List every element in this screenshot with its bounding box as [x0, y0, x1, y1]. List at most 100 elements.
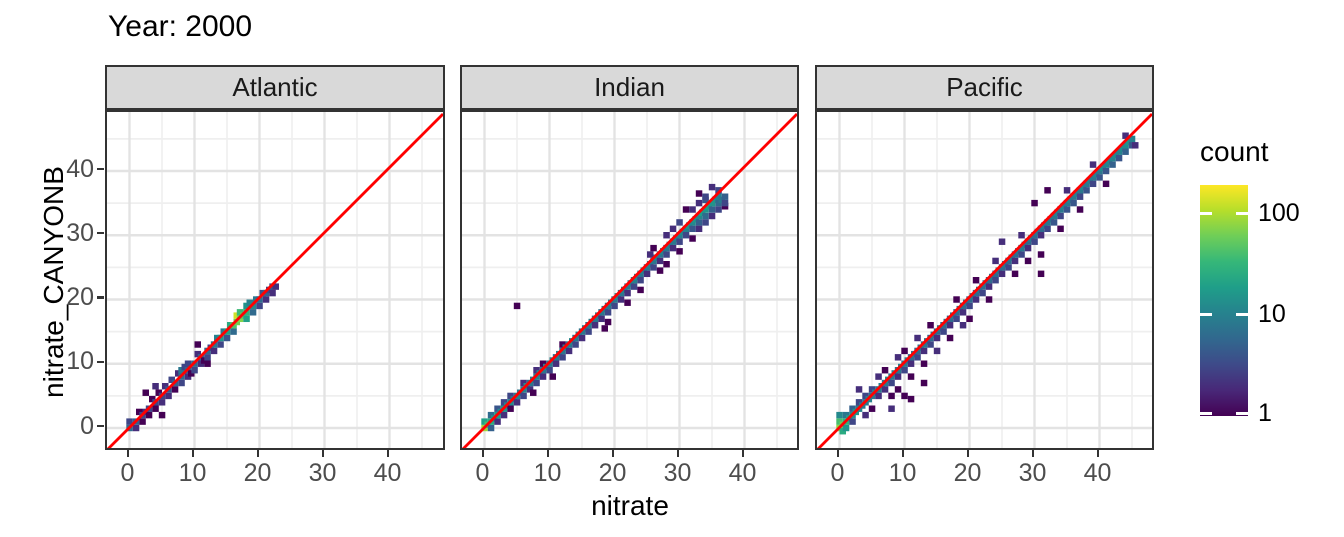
count-bin	[585, 328, 592, 335]
count-bin	[637, 277, 644, 284]
count-bin	[940, 328, 947, 335]
x-tick-mark	[546, 450, 549, 457]
count-bin	[520, 392, 527, 400]
count-bin	[963, 299, 970, 306]
count-bin	[1132, 142, 1139, 149]
count-bin	[246, 299, 253, 306]
x-tick-mark	[481, 450, 484, 457]
legend-tick-mark	[1236, 313, 1248, 317]
facet-strip-label: Indian	[594, 72, 665, 102]
count-bin	[604, 318, 612, 326]
facet-strip-indian: Indian	[460, 65, 799, 110]
count-bin	[914, 334, 921, 342]
count-bin	[588, 318, 595, 326]
count-bin	[972, 296, 980, 303]
count-bin	[888, 392, 895, 400]
count-bin	[689, 235, 696, 242]
count-bin	[663, 261, 670, 268]
count-bin	[1070, 199, 1077, 207]
count-bin	[695, 219, 703, 226]
count-bin	[494, 418, 501, 425]
panel-svg-indian	[462, 112, 797, 448]
count-bin	[643, 270, 651, 278]
count-bin	[611, 302, 618, 310]
y-tick-mark	[97, 360, 104, 363]
count-bin	[617, 296, 625, 303]
count-bin	[136, 408, 143, 416]
count-bin	[1021, 241, 1028, 249]
count-bin	[223, 334, 231, 342]
count-bin	[875, 373, 882, 380]
count-bin	[901, 347, 908, 355]
count-bin	[881, 367, 889, 374]
facet-strip-atlantic: Atlantic	[105, 65, 445, 110]
count-bin	[256, 302, 263, 310]
count-bin	[152, 405, 159, 412]
count-bin	[721, 199, 729, 207]
y-tick-mark	[97, 296, 104, 299]
count-bin	[868, 405, 876, 412]
count-bin	[1073, 190, 1080, 197]
count-bin	[204, 360, 211, 367]
x-tick-mark	[836, 450, 839, 457]
count-bin	[985, 296, 993, 303]
count-bin	[627, 280, 634, 287]
count-bin	[692, 216, 699, 223]
count-bin	[194, 341, 201, 348]
x-tick-mark	[741, 450, 744, 457]
count-bin	[1008, 254, 1015, 261]
count-bin	[679, 228, 686, 236]
count-bin	[621, 286, 628, 294]
count-bin	[849, 418, 856, 425]
count-bin	[943, 318, 950, 326]
count-bin	[1109, 161, 1116, 168]
count-bin	[676, 219, 683, 226]
count-bin	[979, 289, 986, 297]
count-bin	[158, 399, 166, 406]
count-bin	[992, 257, 999, 265]
count-bin	[530, 389, 537, 396]
x-tick-mark	[386, 450, 389, 457]
count-bin	[1050, 219, 1058, 226]
count-bin	[966, 315, 973, 323]
count-bin	[992, 277, 999, 284]
count-bin	[972, 277, 980, 284]
count-bin	[907, 360, 915, 367]
count-bin	[950, 312, 957, 319]
count-bin	[598, 315, 605, 323]
x-tick-mark	[256, 450, 259, 457]
count-bin	[862, 411, 869, 419]
count-bin	[1057, 212, 1064, 220]
count-bin	[233, 312, 240, 319]
count-bin	[718, 196, 725, 204]
count-bin	[578, 334, 586, 342]
count-bin	[656, 257, 664, 265]
count-bin	[855, 386, 863, 393]
count-bin	[1011, 270, 1019, 278]
x-tick-mark	[191, 450, 194, 457]
count-bin	[1122, 148, 1129, 155]
legend-tick-label: 10	[1258, 300, 1286, 329]
count-bin	[985, 283, 993, 290]
count-bin	[705, 203, 712, 210]
count-bin	[1028, 235, 1035, 242]
legend-title: count	[1200, 136, 1269, 167]
count-bin	[907, 373, 915, 380]
panel-svg-atlantic	[107, 112, 443, 448]
count-bin	[142, 389, 149, 396]
panel-svg-pacific	[817, 112, 1152, 448]
x-tick-label: 30	[663, 459, 692, 487]
count-bin	[894, 354, 902, 361]
count-bin	[1024, 244, 1032, 252]
count-bin	[171, 386, 179, 393]
count-bin	[201, 357, 208, 364]
count-bin	[152, 383, 159, 390]
count-bin	[715, 187, 722, 194]
count-bin	[194, 350, 201, 358]
x-axis-title: nitrate	[591, 490, 669, 521]
count-bin	[695, 199, 703, 207]
count-bin	[1099, 164, 1106, 172]
count-bin	[175, 370, 182, 377]
count-bin	[966, 302, 973, 310]
count-bin	[269, 289, 276, 297]
